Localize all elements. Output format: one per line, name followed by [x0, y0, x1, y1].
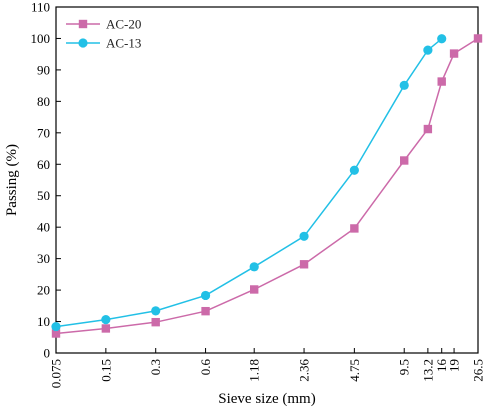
data-point-ac-13 [151, 306, 161, 316]
series-line-ac-20 [55, 37, 479, 335]
x-tick-label: 26.5 [471, 359, 484, 382]
legend-marker-ac-20 [78, 19, 88, 29]
data-point-ac-20 [400, 156, 409, 165]
y-axis: 0 10 20 30 40 50 60 70 80 90 100 110 [31, 0, 61, 361]
data-point-ac-20 [437, 77, 446, 86]
legend-label-ac-13: AC-13 [106, 36, 141, 51]
x-tick-label: 9.5 [397, 359, 412, 375]
x-tick-label: 0.075 [49, 359, 64, 388]
data-point-ac-20 [299, 260, 309, 269]
data-point-ac-13 [101, 315, 111, 325]
data-point-ac-20 [250, 285, 259, 294]
y-tick-label: 60 [37, 157, 50, 172]
y-tick-label: 20 [37, 283, 50, 298]
data-point-ac-13 [249, 262, 259, 272]
y-tick-label: 110 [31, 0, 50, 15]
data-point-ac-13 [349, 165, 359, 175]
data-point-ac-13 [437, 34, 447, 44]
plot-frame [55, 6, 479, 354]
series-line-ac-13 [55, 38, 443, 328]
x-tick-label: 0.6 [198, 359, 213, 376]
data-point-ac-20 [449, 49, 459, 58]
y-axis-title: Passing (%) [4, 144, 20, 216]
data-point-ac-13 [200, 290, 211, 301]
y-tick-label: 30 [37, 251, 50, 266]
x-tick-label: 4.75 [347, 359, 362, 382]
data-point-ac-13 [423, 45, 433, 55]
x-tick-label: 2.36 [297, 359, 312, 382]
data-point-ac-20 [473, 34, 483, 43]
x-tick-label: 1.18 [247, 359, 262, 382]
y-tick-label: 0 [44, 346, 51, 361]
x-tick-label: 16 [434, 359, 449, 373]
data-point-ac-13 [51, 321, 61, 332]
y-tick-label: 10 [37, 314, 50, 329]
y-tick-label: 50 [37, 188, 50, 203]
y-tick-label: 70 [37, 125, 50, 140]
data-point-ac-20 [350, 224, 359, 233]
series-layer [51, 34, 483, 338]
y-tick-label: 40 [37, 220, 50, 235]
x-axis-title: Sieve size (mm) [218, 391, 315, 407]
data-point-ac-20 [51, 329, 61, 338]
x-tick-label: 0.15 [98, 359, 113, 382]
x-tick-label: 0.3 [148, 359, 163, 375]
data-point-ac-13 [299, 231, 309, 241]
data-point-ac-20 [423, 124, 433, 134]
legend: AC-20 AC-13 [66, 17, 141, 51]
y-tick-label: 80 [37, 94, 50, 109]
y-tick-label: 100 [31, 31, 51, 46]
legend-label-ac-20: AC-20 [106, 17, 141, 32]
legend-marker-ac-13 [78, 38, 88, 48]
data-point-ac-20 [151, 317, 160, 327]
x-tick-label: 19 [447, 359, 462, 372]
y-tick-label: 90 [37, 62, 50, 77]
x-tick-label: 13.2 [420, 359, 435, 382]
data-point-ac-13 [399, 80, 409, 90]
data-point-ac-20 [201, 306, 210, 316]
data-point-ac-20 [101, 324, 111, 333]
